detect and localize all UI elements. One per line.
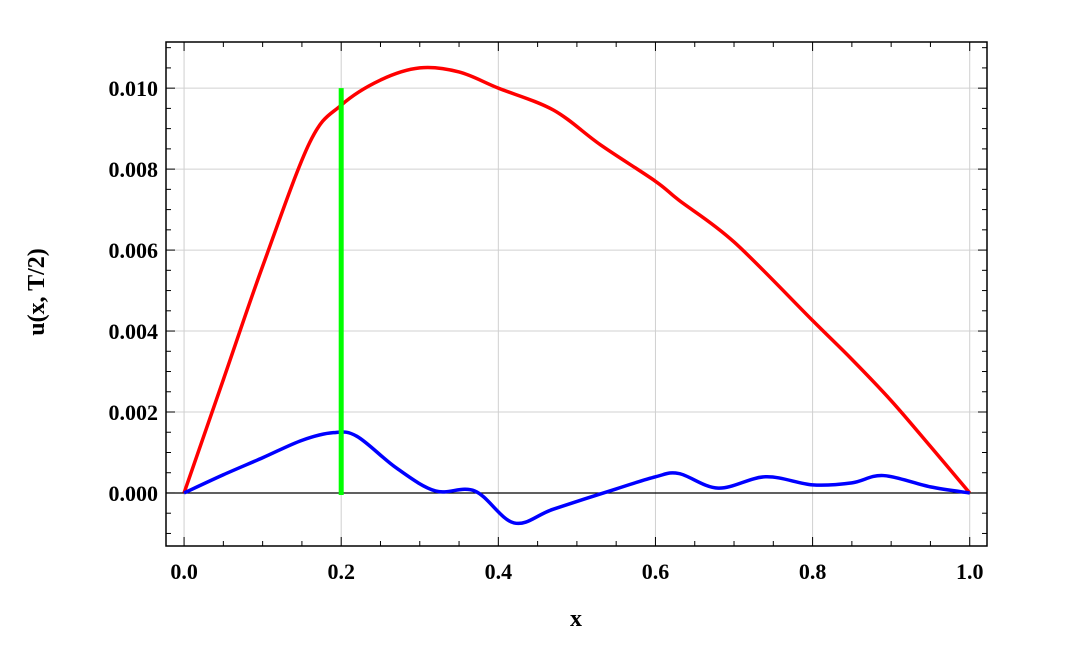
y-tick-label: 0.006: [109, 238, 159, 263]
y-tick-label: 0.004: [109, 319, 159, 344]
grid: [166, 42, 987, 546]
x-tick-label: 0.8: [799, 559, 827, 584]
y-tick-label: 0.000: [109, 481, 159, 506]
series-layer: [182, 65, 972, 526]
y-tick-label: 0.010: [109, 76, 159, 101]
x-tick-labels: 0.0 0.2 0.4 0.6 0.8 1.0: [170, 559, 983, 584]
ticks: [166, 42, 987, 546]
y-axis-title: u(x, T/2): [24, 248, 50, 336]
x-axis-title: x: [570, 606, 582, 632]
x-tick-label: 0.4: [485, 559, 513, 584]
blue-series-line: [183, 430, 970, 526]
y-tick-labels: 0.000 0.002 0.004 0.006 0.008 0.010: [109, 76, 159, 506]
x-tick-label: 0.2: [327, 559, 355, 584]
plot-frame: [165, 41, 988, 547]
red-series-line: [182, 65, 972, 495]
x-tick-label: 0.0: [170, 559, 198, 584]
y-tick-label: 0.002: [109, 400, 159, 425]
y-tick-label: 0.008: [109, 157, 159, 182]
x-tick-label: 1.0: [956, 559, 984, 584]
x-tick-label: 0.6: [642, 559, 670, 584]
